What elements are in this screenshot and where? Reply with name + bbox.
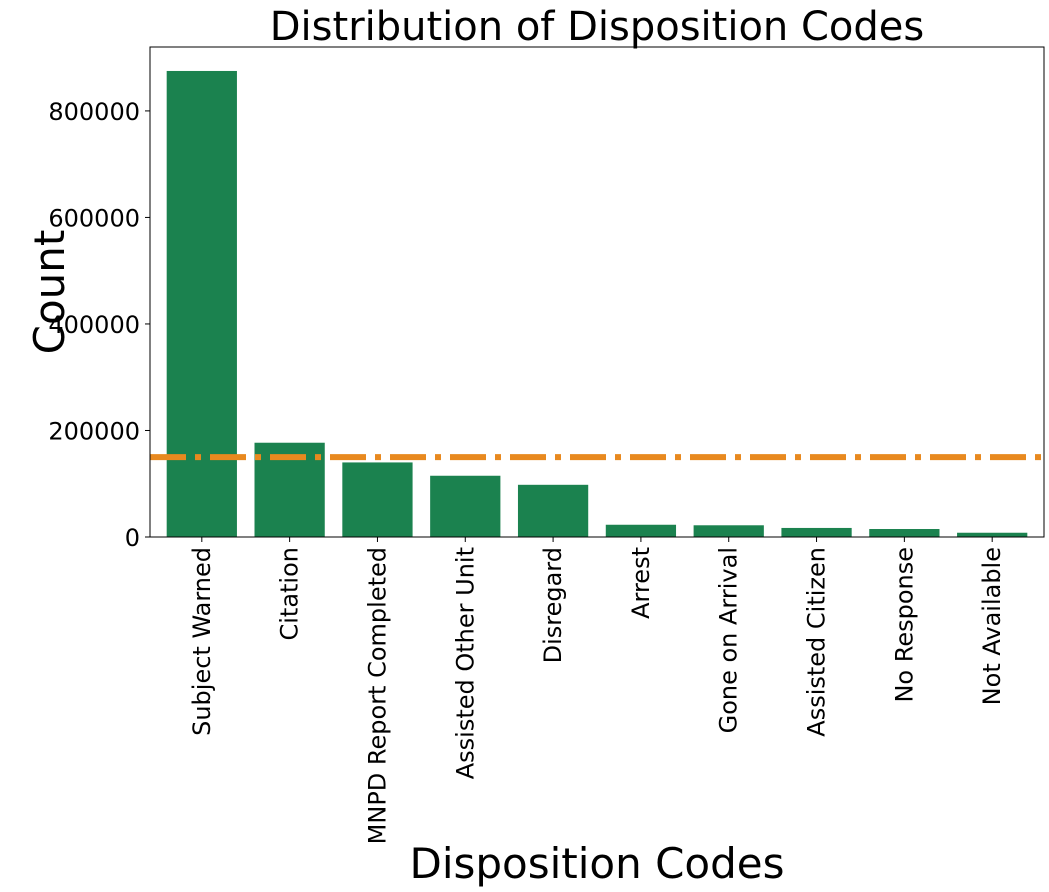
bar-8: [869, 529, 940, 537]
bar-3: [430, 475, 501, 537]
bar-9: [957, 532, 1028, 537]
bars-group: [166, 70, 1028, 537]
x-tick-label: Not Available: [978, 547, 1006, 705]
x-tick-label: Arrest: [627, 547, 655, 619]
y-axis-label: Count: [25, 230, 74, 355]
bar-4: [517, 484, 589, 537]
bar-6: [693, 525, 764, 537]
y-tick-label: 200000: [48, 417, 140, 445]
y-tick-label: 800000: [48, 98, 140, 126]
y-tick-label: 600000: [48, 204, 140, 232]
x-ticks-group: Subject Warned Citation MNPD Report Comple…: [188, 537, 1006, 844]
bar-0: [166, 70, 237, 537]
bar-5: [605, 524, 677, 537]
bar-7: [781, 527, 852, 537]
y-tick-label: 400000: [48, 311, 140, 339]
bar-2: [342, 462, 413, 537]
plot-frame: [149, 46, 1045, 538]
y-tick-label: 0: [125, 524, 140, 552]
x-tick-label: Assisted Other Unit: [451, 547, 479, 779]
x-tick-label: Assisted Citizen: [803, 547, 831, 737]
x-tick-label: Gone on Arrival: [715, 547, 743, 733]
x-tick-label: No Response: [890, 547, 918, 703]
x-tick-label: MNPD Report Completed: [363, 547, 391, 844]
x-axis-label: Disposition Codes: [409, 839, 784, 888]
y-ticks-group: 0 200000 400000 600000 800000: [48, 98, 150, 552]
x-tick-label: Disregard: [539, 547, 567, 663]
x-tick-label: Citation: [276, 547, 304, 641]
chart-title: Distribution of Disposition Codes: [270, 4, 925, 50]
x-tick-label: Subject Warned: [188, 547, 216, 736]
